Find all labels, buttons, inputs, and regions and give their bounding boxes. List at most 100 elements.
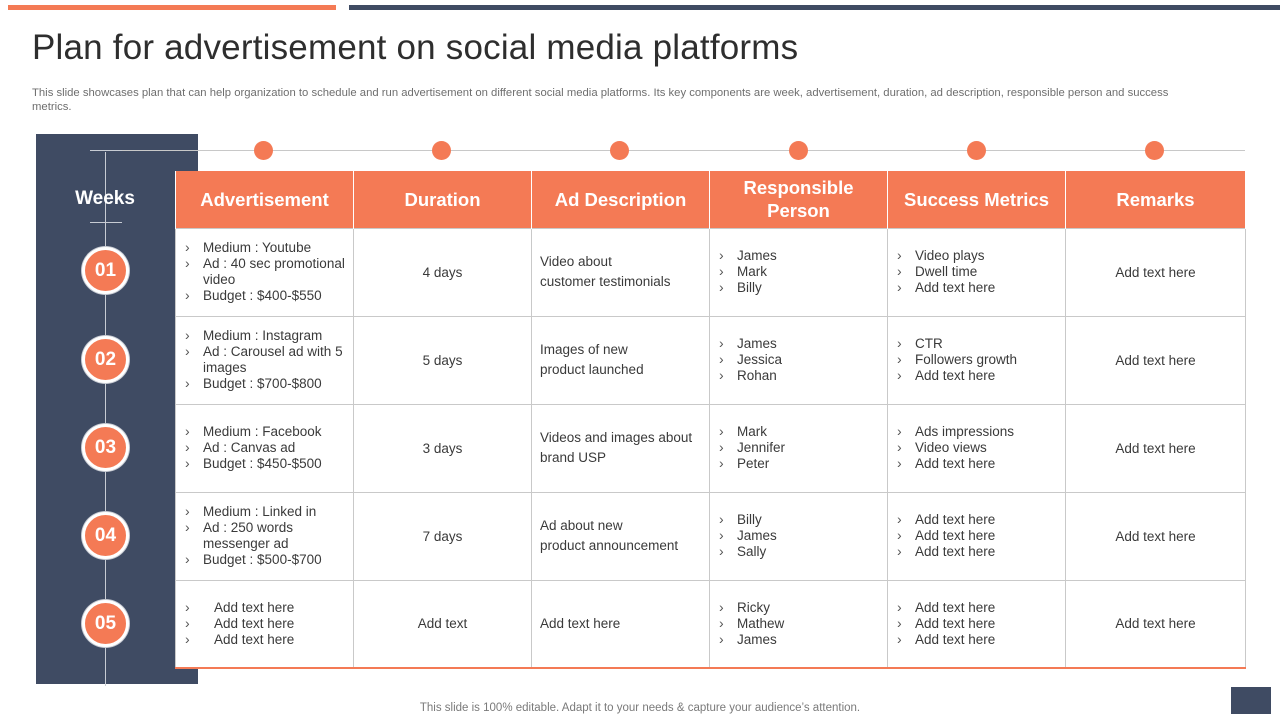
description-line: Add text here <box>540 615 621 631</box>
week-badge-04: 04 <box>82 512 129 559</box>
footer-note: This slide is 100% editable. Adapt it to… <box>419 702 861 714</box>
responsible-cell: James Jessica Rohan <box>709 315 888 405</box>
description-line: Videos and images about <box>540 430 693 445</box>
header-success-metrics: Success Metrics <box>887 171 1066 228</box>
list-item: CTR <box>896 335 1057 352</box>
column-marker-dot <box>254 141 273 160</box>
list-item: James <box>718 247 879 264</box>
duration-cell: 7 days <box>353 491 532 581</box>
list-item: Add text here <box>896 527 1057 544</box>
list-item: Add text here <box>896 367 1057 384</box>
duration-cell: 4 days <box>353 227 532 317</box>
description-cell: Images of new product launched <box>531 315 710 405</box>
corner-decoration <box>1231 687 1271 714</box>
responsible-cell: Ricky Mathew James <box>709 579 888 669</box>
header-advertisement: Advertisement <box>175 171 354 228</box>
list-item: Ad : 250 words messenger ad <box>184 519 345 552</box>
week-badge-02: 02 <box>82 336 129 383</box>
advertisement-cell: Medium : Instagram Ad : Carousel ad with… <box>175 315 354 405</box>
list-item: Add text here <box>896 279 1057 296</box>
description-line: Ad about new <box>540 518 623 533</box>
description-line: brand USP <box>540 450 607 465</box>
list-item: James <box>718 527 879 544</box>
remarks-cell: Add text here <box>1065 227 1246 317</box>
description-line: Images of new <box>540 342 628 357</box>
list-item: Video plays <box>896 247 1057 264</box>
top-accent-bar-navy <box>349 5 1280 10</box>
timeline-tick <box>90 150 122 151</box>
weeks-panel <box>36 134 198 684</box>
list-item: Ad : Canvas ad <box>184 439 345 456</box>
list-item: Add text here <box>896 511 1057 528</box>
list-item: Jessica <box>718 351 879 368</box>
duration-cell: Add text <box>353 579 532 669</box>
page-title: Plan for advertisement on social media p… <box>32 28 799 67</box>
description-cell: Add text here <box>531 579 710 669</box>
advertisement-cell: Add text here Add text here Add text her… <box>175 579 354 669</box>
list-item: Billy <box>718 511 879 528</box>
remarks-cell: Add text here <box>1065 403 1246 493</box>
list-item: Add text here <box>896 543 1057 560</box>
weeks-label: Weeks <box>75 188 135 209</box>
column-marker-dot <box>432 141 451 160</box>
column-marker-dot <box>789 141 808 160</box>
list-item: Medium : Linked in <box>184 503 345 520</box>
column-marker-dot <box>610 141 629 160</box>
responsible-cell: Billy James Sally <box>709 491 888 581</box>
header-ad-description: Ad Description <box>531 171 710 228</box>
duration-cell: 5 days <box>353 315 532 405</box>
list-item: Add text here <box>184 631 345 648</box>
list-item: Ads impressions <box>896 423 1057 440</box>
metrics-cell: CTR Followers growth Add text here <box>887 315 1066 405</box>
list-item: Mathew <box>718 615 879 632</box>
list-item: Ad : Carousel ad with 5 images <box>184 343 345 376</box>
remarks-cell: Add text here <box>1065 315 1246 405</box>
list-item: Peter <box>718 455 879 472</box>
description-line: product launched <box>540 362 644 377</box>
description-line: customer testimonials <box>540 274 671 289</box>
week-badge-01: 01 <box>82 247 129 294</box>
metrics-cell: Video plays Dwell time Add text here <box>887 227 1066 317</box>
list-item: Add text here <box>896 599 1057 616</box>
responsible-cell: James Mark Billy <box>709 227 888 317</box>
header-responsible-person: Responsible Person <box>709 171 888 228</box>
list-item: Add text here <box>184 599 345 616</box>
description-cell: Videos and images about brand USP <box>531 403 710 493</box>
column-marker-dot <box>1145 141 1164 160</box>
duration-cell: 3 days <box>353 403 532 493</box>
table-header-row: Advertisement Duration Ad Description Re… <box>175 171 1246 228</box>
list-item: Video views <box>896 439 1057 456</box>
list-item: Budget : $700-$800 <box>184 375 345 392</box>
list-item: Budget : $450-$500 <box>184 455 345 472</box>
list-item: Medium : Facebook <box>184 423 345 440</box>
timeline-tick <box>90 222 122 223</box>
top-accent-bar-orange <box>8 5 336 10</box>
list-item: Add text here <box>896 615 1057 632</box>
list-item: Mark <box>718 263 879 280</box>
list-item: Jennifer <box>718 439 879 456</box>
page-subtitle: This slide showcases plan that can help … <box>32 87 1169 113</box>
week-badge-03: 03 <box>82 424 129 471</box>
list-item: James <box>718 335 879 352</box>
description-cell: Ad about new product announcement <box>531 491 710 581</box>
advertisement-cell: Medium : Youtube Ad : 40 sec promotional… <box>175 227 354 317</box>
header-remarks: Remarks <box>1065 171 1246 228</box>
list-item: Add text here <box>184 615 345 632</box>
remarks-cell: Add text here <box>1065 579 1246 669</box>
list-item: Ad : 40 sec promotional video <box>184 255 345 288</box>
description-cell: Video about customer testimonials <box>531 227 710 317</box>
list-item: Mark <box>718 423 879 440</box>
responsible-cell: Mark Jennifer Peter <box>709 403 888 493</box>
header-duration: Duration <box>353 171 532 228</box>
list-item: Add text here <box>896 455 1057 472</box>
description-line: product announcement <box>540 538 679 553</box>
list-item: Medium : Youtube <box>184 239 345 256</box>
column-marker-dot <box>967 141 986 160</box>
table-row: Medium : Linked in Ad : 250 words messen… <box>175 491 1246 581</box>
list-item: Dwell time <box>896 263 1057 280</box>
list-item: Budget : $500-$700 <box>184 551 345 568</box>
metrics-cell: Ads impressions Video views Add text her… <box>887 403 1066 493</box>
list-item: Billy <box>718 279 879 296</box>
list-item: Followers growth <box>896 351 1057 368</box>
timeline-horizontal-line <box>105 150 1245 151</box>
